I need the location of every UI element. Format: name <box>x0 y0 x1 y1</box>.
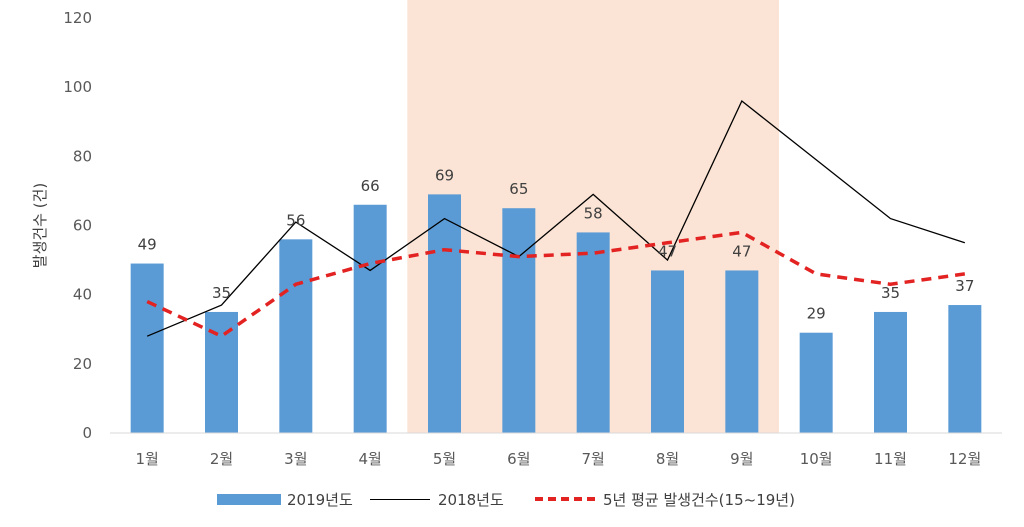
legend-swatch-2018 <box>370 498 430 500</box>
data-label-2019-7월: 58 <box>584 204 603 222</box>
x-tick-label: 1월 <box>135 450 158 468</box>
data-label-2019-5월: 69 <box>435 166 454 184</box>
legend-label-2019: 2019년도 <box>287 490 353 509</box>
legend: 2019년도 2018년도 5년 평균 발생건수(15~19년) <box>0 484 1024 514</box>
data-label-2019-12월: 37 <box>955 277 974 295</box>
y-tick-label: 20 <box>73 355 92 373</box>
data-label-2019-2월: 35 <box>212 284 231 302</box>
y-tick-label: 120 <box>63 9 92 27</box>
x-tick-label: 6월 <box>507 450 530 468</box>
bar-2019-9월 <box>725 270 759 433</box>
legend-label-2018: 2018년도 <box>438 490 504 509</box>
data-label-2019-3월: 56 <box>286 211 305 229</box>
bar-2019-6월 <box>502 208 536 433</box>
y-tick-label: 80 <box>73 147 92 165</box>
x-tick-label: 10월 <box>800 450 833 468</box>
x-tick-label: 2월 <box>210 450 233 468</box>
legend-item-5yr-avg: 5년 평균 발생건수(15~19년) <box>535 484 795 514</box>
bar-2019-4월 <box>353 204 387 433</box>
data-label-2019-1월: 49 <box>138 236 157 254</box>
series-line-5yr-avg <box>146 230 966 339</box>
data-label-2019-6월: 65 <box>509 180 528 198</box>
legend-swatch-5yr-avg <box>535 497 595 501</box>
data-label-2019-9월: 47 <box>732 242 751 260</box>
legend-swatch-2019 <box>217 493 281 505</box>
x-tick-label: 7월 <box>581 450 604 468</box>
bar-2019-10월 <box>799 332 833 433</box>
x-tick-label: 12월 <box>948 450 981 468</box>
bar-2019-3월 <box>279 239 313 433</box>
x-tick-label: 9월 <box>730 450 753 468</box>
bar-2019-5월 <box>428 194 461 433</box>
chart: 0 20 40 60 80 100 120 1월 2월 3월 4월 5월 6월 7월 8월 9월 10월 11월… <box>31 0 1002 468</box>
bar-2019-1월 <box>130 263 164 433</box>
bar-2019-8월 <box>651 270 684 433</box>
data-label-2019-8월: 47 <box>658 242 677 260</box>
legend-label-5yr-avg: 5년 평균 발생건수(15~19년) <box>603 490 795 509</box>
x-tick-label: 4월 <box>358 450 381 468</box>
legend-item-2018: 2018년도 <box>370 484 504 514</box>
x-tick-label: 11월 <box>874 450 907 468</box>
y-tick-label: 0 <box>82 424 92 442</box>
x-tick-label: 8월 <box>656 450 679 468</box>
data-label-2019-4월: 66 <box>361 177 380 195</box>
data-label-2019-11월: 35 <box>881 284 900 302</box>
legend-item-2019: 2019년도 <box>217 484 353 514</box>
bar-2019-12월 <box>948 305 982 433</box>
series-line-2018 <box>146 99 966 337</box>
bar-2019-11월 <box>874 311 907 433</box>
y-axis-title: 발생건수 (건) <box>31 183 49 268</box>
y-tick-label: 40 <box>73 286 92 304</box>
x-tick-label: 3월 <box>284 450 307 468</box>
y-tick-label: 60 <box>73 217 92 235</box>
data-label-2019-10월: 29 <box>807 305 826 323</box>
y-tick-label: 100 <box>63 78 92 96</box>
bar-2019-7월 <box>576 232 610 433</box>
x-tick-label: 5월 <box>433 450 456 468</box>
